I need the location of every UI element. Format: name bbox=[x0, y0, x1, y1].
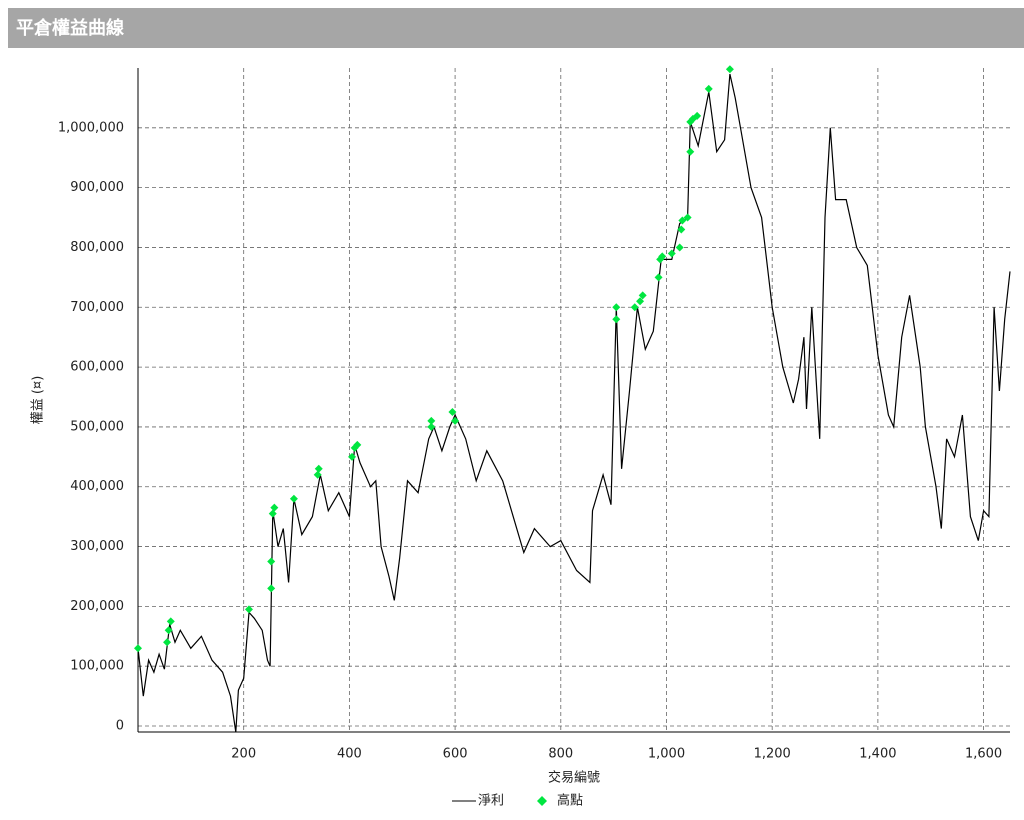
y-tick-label: 1,000,000 bbox=[58, 120, 124, 135]
high-point bbox=[448, 407, 457, 416]
high-point bbox=[268, 509, 277, 518]
high-point bbox=[166, 617, 175, 626]
x-tick-label: 1,400 bbox=[859, 747, 896, 762]
high-point bbox=[678, 216, 687, 225]
high-point bbox=[654, 273, 663, 282]
y-tick-label: 200,000 bbox=[70, 599, 124, 614]
high-point bbox=[270, 503, 279, 512]
high-point bbox=[427, 422, 436, 431]
x-tick-label: 600 bbox=[443, 747, 468, 762]
high-point bbox=[427, 416, 436, 425]
x-tick-label: 1,200 bbox=[754, 747, 791, 762]
high-point bbox=[725, 65, 734, 74]
high-point bbox=[134, 644, 142, 653]
high-point bbox=[675, 243, 684, 252]
x-tick-label: 1,600 bbox=[965, 747, 1002, 762]
high-point bbox=[704, 84, 713, 93]
y-tick-label: 800,000 bbox=[70, 240, 124, 255]
high-point bbox=[313, 470, 322, 479]
x-tick-label: 800 bbox=[548, 747, 573, 762]
y-tick-label: 100,000 bbox=[70, 659, 124, 674]
high-point bbox=[163, 638, 172, 647]
high-point bbox=[686, 147, 695, 156]
header-title: 平倉權益曲線 bbox=[16, 17, 124, 39]
header-bar bbox=[8, 8, 1024, 48]
legend-label: 淨利 bbox=[478, 794, 504, 809]
high-point bbox=[658, 252, 667, 261]
high-point bbox=[667, 249, 676, 258]
x-tick-label: 1,000 bbox=[648, 747, 685, 762]
high-point bbox=[267, 557, 276, 566]
high-point bbox=[314, 464, 323, 473]
y-tick-label: 500,000 bbox=[70, 419, 124, 434]
high-point bbox=[693, 111, 702, 120]
high-point bbox=[636, 297, 645, 306]
y-tick-label: 900,000 bbox=[70, 180, 124, 195]
y-tick-label: 700,000 bbox=[70, 300, 124, 315]
high-point bbox=[244, 605, 253, 614]
high-point bbox=[677, 225, 686, 234]
legend-marker bbox=[537, 796, 547, 806]
y-tick-label: 600,000 bbox=[70, 360, 124, 375]
high-point bbox=[348, 452, 357, 461]
high-point bbox=[267, 584, 276, 593]
high-point bbox=[164, 626, 173, 635]
high-point bbox=[612, 315, 621, 324]
y-tick-label: 300,000 bbox=[70, 539, 124, 554]
high-point bbox=[353, 440, 362, 449]
y-tick-label: 400,000 bbox=[70, 479, 124, 494]
equity-line bbox=[137, 73, 1011, 733]
y-axis-label: 權益 (¤) bbox=[31, 376, 46, 425]
x-tick-label: 200 bbox=[231, 747, 256, 762]
x-tick-label: 400 bbox=[337, 747, 362, 762]
high-point bbox=[638, 291, 647, 300]
high-point bbox=[630, 303, 639, 312]
x-axis-label: 交易編號 bbox=[548, 770, 600, 786]
y-tick-label: 0 bbox=[116, 719, 124, 734]
high-point bbox=[612, 303, 621, 312]
high-point bbox=[451, 416, 460, 425]
legend-label: 高點 bbox=[557, 793, 583, 809]
high-point bbox=[289, 494, 298, 503]
high-point bbox=[683, 213, 692, 222]
